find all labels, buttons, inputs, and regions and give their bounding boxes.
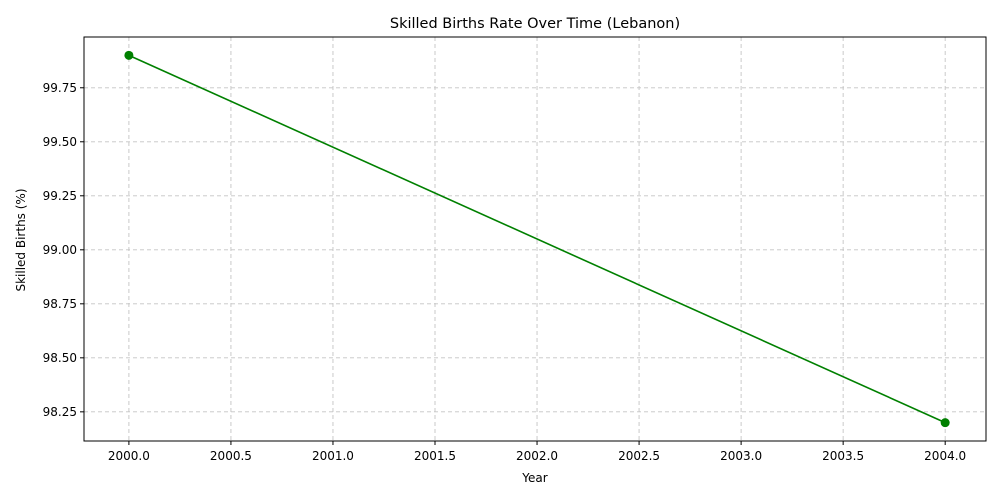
x-tick-label: 2001.5 (414, 449, 456, 463)
series-group (124, 50, 950, 428)
y-axis-ticks: 98.25 98.50 98.75 99.00 99.25 99.50 99.75 (43, 81, 84, 419)
plot-area-frame (83, 36, 987, 442)
data-point-marker (124, 50, 134, 60)
y-tick-label: 99.75 (43, 81, 77, 95)
x-tick-label: 2003.0 (720, 449, 762, 463)
x-tick-label: 2000.5 (210, 449, 252, 463)
x-tick-label: 2004.0 (924, 449, 966, 463)
x-tick-label: 2002.5 (618, 449, 660, 463)
grid-lines (84, 37, 986, 441)
y-tick-label: 99.25 (43, 189, 77, 203)
x-tick-label: 2001.0 (312, 449, 354, 463)
chart-title: Skilled Births Rate Over Time (Lebanon) (390, 16, 680, 32)
series-line (128, 54, 946, 424)
x-tick-label: 2000.0 (108, 449, 150, 463)
data-point-marker (940, 418, 950, 428)
y-tick-label: 98.50 (43, 351, 77, 365)
x-tick-label: 2003.5 (822, 449, 864, 463)
y-tick-label: 98.25 (43, 405, 77, 419)
x-tick-label: 2002.0 (516, 449, 558, 463)
y-tick-label: 99.50 (43, 135, 77, 149)
x-axis-ticks: 2000.0 2000.5 2001.0 2001.5 2002.0 2002.5 2003… (108, 441, 966, 463)
y-axis-title: Skilled Births (%) (14, 188, 28, 291)
x-axis-title: Year (521, 471, 547, 485)
y-tick-label: 99.00 (43, 243, 77, 257)
y-tick-label: 98.75 (43, 297, 77, 311)
